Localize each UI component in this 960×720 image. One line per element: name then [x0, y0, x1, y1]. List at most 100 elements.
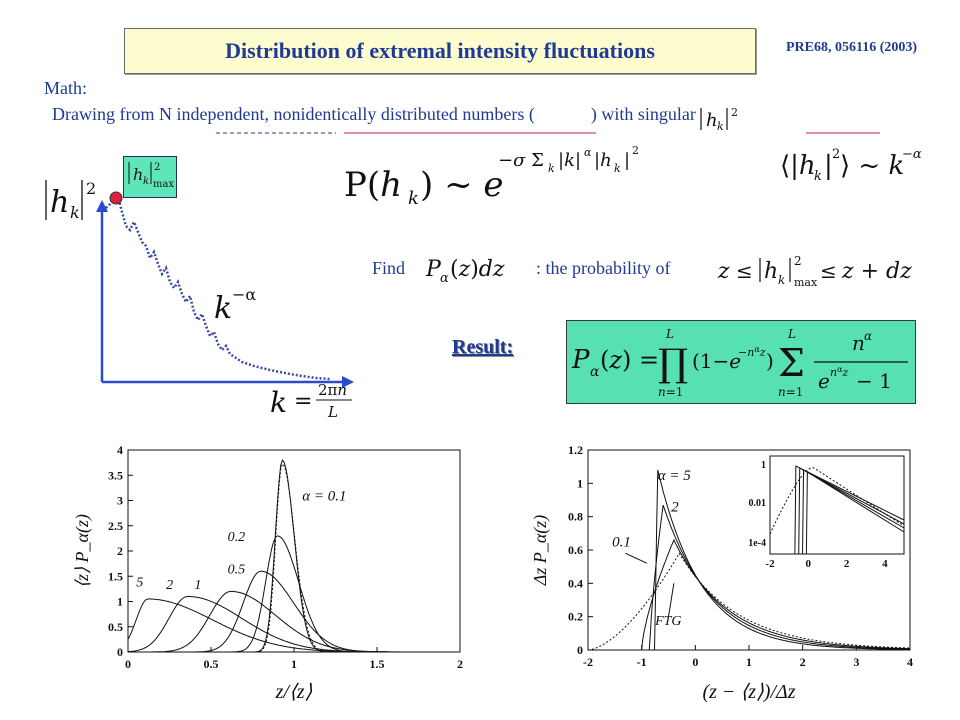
series-annotation: FTG — [654, 614, 681, 629]
svg-text:h: h — [50, 185, 69, 220]
svg-text:≤: ≤ — [820, 259, 837, 283]
math-label: Math: — [44, 78, 87, 98]
svg-text:) ~ e: ) ~ e — [420, 165, 504, 205]
svg-text:k: k — [408, 188, 419, 209]
hmax-label-box — [123, 156, 177, 198]
inset-x-tick-label: -2 — [765, 558, 775, 570]
inset-y-tick-label: 1e-4 — [748, 538, 766, 549]
svg-text:): ) — [766, 349, 774, 373]
svg-text:∏: ∏ — [658, 341, 688, 385]
svg-text:P: P — [571, 345, 590, 375]
svg-text:2πn: 2πn — [318, 381, 347, 399]
svg-text:P: P — [425, 257, 442, 282]
reference-citation: PRE68, 056116 (2003) — [786, 40, 918, 55]
x-tick-label: 2 — [457, 657, 463, 671]
svg-text:h: h — [764, 259, 778, 284]
annotation-pointer — [625, 552, 648, 564]
inset-y-tick-label: 0.01 — [749, 498, 767, 509]
svg-text:P(h: P(h — [344, 165, 402, 205]
y-tick-label: 0 — [577, 643, 583, 657]
series-annotation: α = 0.1 — [302, 489, 346, 505]
equation-event: z ≤ h k 2 max ≤ z + dz — [717, 254, 912, 289]
y-tick-label: 2.5 — [108, 519, 123, 533]
svg-text:h: h — [706, 110, 718, 131]
y-tick-label: 3.5 — [108, 468, 123, 482]
series-line — [588, 538, 910, 651]
schematic-decay-curve — [105, 192, 331, 381]
y-tick-label: 1.5 — [108, 569, 123, 583]
inset-series-line-dotted — [769, 467, 905, 535]
y-axis-label: Δz P_α(z) — [530, 515, 551, 587]
svg-text:−σ Σ: −σ Σ — [498, 150, 544, 171]
y-tick-label: 0.8 — [568, 510, 583, 524]
series-annotation: α = 5 — [658, 468, 691, 484]
series-line — [128, 459, 460, 653]
x-tick-label: -2 — [583, 655, 593, 669]
x-tick-label: 1.5 — [370, 657, 385, 671]
inset-x-tick-label: 4 — [882, 558, 888, 570]
svg-text:k: k — [548, 162, 555, 175]
x-tick-label: 3 — [853, 655, 859, 669]
y-tick-label: 3 — [117, 494, 123, 508]
y-tick-label: 1 — [117, 595, 123, 609]
svg-text:k: k — [814, 169, 822, 184]
svg-text:2: 2 — [832, 147, 840, 162]
slide-title: Distribution of extremal intensity fluct… — [124, 28, 756, 74]
svg-text:− 1: − 1 — [856, 369, 892, 393]
y-tick-label: 2 — [117, 544, 123, 558]
y-tick-label: 0.4 — [568, 576, 583, 590]
y-tick-label: 0.2 — [568, 610, 583, 624]
svg-text:2: 2 — [731, 106, 738, 119]
y-tick-label: 1 — [577, 476, 583, 490]
series-line — [128, 590, 460, 653]
description-tail: ) with singular — [590, 104, 696, 124]
svg-text:≤: ≤ — [736, 259, 753, 283]
svg-text:(1−e: (1−e — [692, 349, 741, 373]
svg-text:Σ: Σ — [778, 341, 805, 385]
schematic-plot: h k 2 k −α k = 2πn L — [45, 179, 354, 421]
svg-text:h: h — [133, 165, 143, 184]
result-label: Result: — [452, 336, 514, 358]
svg-text:|: | — [624, 150, 630, 171]
svg-text:α: α — [590, 364, 600, 380]
svg-text:−α: −α — [902, 147, 922, 162]
svg-text:max: max — [153, 179, 174, 190]
x-tick-label: 4 — [907, 655, 913, 669]
svg-text:L: L — [665, 327, 674, 341]
series-line — [128, 535, 460, 653]
series-line-dotted — [128, 462, 460, 653]
x-tick-label: 2 — [800, 655, 806, 669]
x-tick-label: 1 — [746, 655, 752, 669]
svg-text:z: z — [717, 259, 730, 284]
equation-pdf: P α (z)dz — [425, 257, 505, 286]
svg-text:k: k — [270, 386, 287, 419]
svg-text:−nαz: −nαz — [738, 345, 766, 359]
svg-text:k: k — [214, 291, 232, 326]
equation-mean: ⟨|h k | 2 ⟩ ~ k −α — [780, 147, 922, 184]
series-annotation: 2 — [166, 578, 173, 593]
svg-text:e: e — [818, 369, 830, 393]
y-axis-label: ⟨z⟩ P_α(z) — [72, 514, 93, 588]
series-annotation: 2 — [671, 500, 679, 516]
series-annotation: 1 — [194, 578, 201, 593]
x-tick-label: 1 — [291, 657, 297, 671]
description-decorations: h k 2 — [216, 106, 880, 134]
inset-series-line — [794, 465, 905, 555]
svg-text:k: k — [778, 273, 785, 287]
svg-text:|: | — [824, 151, 833, 181]
inset-series-line — [805, 471, 905, 555]
x-tick-label: -1 — [637, 655, 647, 669]
schematic-ylabel: h k 2 — [45, 179, 96, 222]
chart-right: -2 -1 0 1 2 3 4 0 0.2 0.4 0.6 0.8 1 1.2 (z − ⟨z⟩)/Δz Δz… — [530, 443, 913, 703]
schematic-k-power: k −α — [214, 285, 256, 326]
description-line: Drawing from N independent, nonidentical… — [52, 104, 696, 125]
svg-text:k: k — [70, 203, 80, 222]
inset-x-tick-label: 0 — [806, 558, 812, 570]
svg-text:(z) =: (z) = — [600, 346, 659, 374]
svg-text:α: α — [864, 329, 872, 343]
chart-left: 0 0.5 1 1.5 2 0 0.5 1 1.5 2 2.5 3 3.5 4 z/⟨z⟩ ⟨z⟩ P_α(z… — [72, 443, 463, 703]
svg-text:α: α — [584, 146, 592, 159]
equation-result: P α (z) = L ∏ n=1 (1−e −nαz ) L Σ n=1 n … — [571, 327, 908, 399]
inset-frame — [769, 455, 905, 555]
series-line — [127, 598, 460, 653]
